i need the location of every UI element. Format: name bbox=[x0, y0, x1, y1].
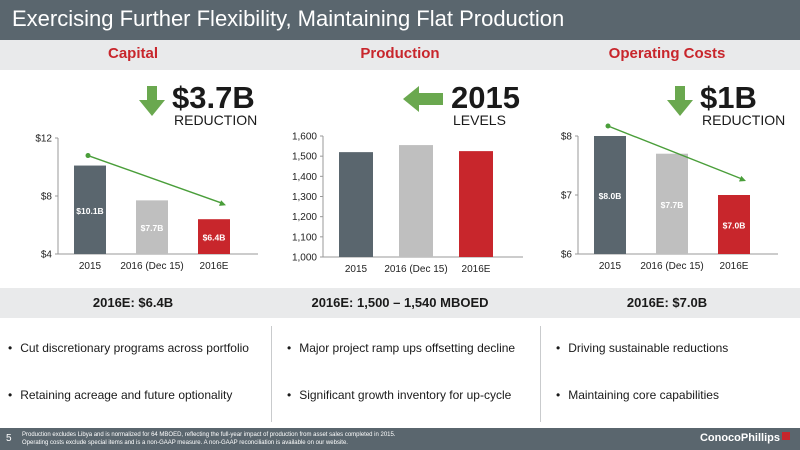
trend-start-dot bbox=[85, 153, 91, 159]
data-label: $7.0B bbox=[723, 221, 746, 231]
list-item: • Significant growth inventory for up-cyc… bbox=[287, 388, 512, 402]
y-tick-label: $7 bbox=[561, 191, 573, 202]
operating-costs-chart: $6 $7 $8 2015 $8.0B 2016 (Dec 15) $7.7B 2016E $7… bbox=[561, 86, 778, 272]
arrow-shaft bbox=[675, 86, 685, 102]
production-levels-label: LEVELS bbox=[453, 112, 506, 128]
column-divider bbox=[271, 326, 272, 422]
opex-reduction-value: $1B bbox=[700, 80, 757, 115]
y-tick-label: $8 bbox=[41, 192, 53, 203]
data-label: $8.0B bbox=[599, 191, 622, 201]
y-tick-label: 1,600 bbox=[292, 132, 317, 143]
x-tick-label: 2016E bbox=[462, 264, 491, 275]
bar bbox=[718, 195, 750, 254]
trend-line bbox=[87, 154, 223, 204]
production-heading: Production bbox=[360, 45, 440, 62]
y-tick-label: $8 bbox=[561, 132, 573, 143]
list-item: • Cut discretionary programs across portf… bbox=[8, 341, 249, 355]
x-tick-label: 2016 (Dec 15) bbox=[384, 264, 447, 275]
bar bbox=[74, 165, 106, 254]
opex-reduction-label: REDUCTION bbox=[702, 112, 786, 128]
arrow-head bbox=[667, 100, 693, 116]
title-bar: Exercising Further Flexibility, Maintain… bbox=[0, 0, 800, 40]
footer: 5 Production excludes Libya and is norma… bbox=[0, 428, 800, 450]
list-item: • Maintaining core capabilities bbox=[556, 388, 719, 402]
opex-summary: 2016E: $7.0B bbox=[626, 295, 708, 310]
x-tick-label: 2015 bbox=[599, 261, 622, 272]
trend-arrowhead bbox=[739, 175, 746, 182]
production-chart: 1,000 1,100 1,200 1,300 1,400 1,500 1,600 2015 2… bbox=[292, 86, 523, 275]
capital-panel: $4 $8 $12 2015 $10.1B 2016 (Dec 15) $7.7B 2016E… bbox=[0, 72, 266, 284]
page-title: Exercising Further Flexibility, Maintain… bbox=[12, 6, 565, 31]
data-label: $6.4B bbox=[203, 233, 226, 243]
capital-reduction-value: $3.7B bbox=[172, 80, 255, 115]
bar bbox=[399, 145, 433, 257]
bar bbox=[198, 219, 230, 254]
x-tick-label: 2015 bbox=[345, 264, 368, 275]
conocophillips-logo: ConocoPhillips bbox=[700, 432, 790, 444]
list-item: • Major project ramp ups offsetting decli… bbox=[287, 341, 516, 355]
capital-summary: 2016E: $6.4B bbox=[92, 295, 174, 310]
bar bbox=[339, 152, 373, 257]
x-tick-label: 2015 bbox=[79, 261, 102, 272]
arrow-head bbox=[139, 100, 165, 116]
y-tick-label: 1,000 bbox=[292, 253, 317, 264]
y-tick-label: $4 bbox=[41, 250, 53, 261]
x-tick-label: 2016 (Dec 15) bbox=[120, 261, 183, 272]
section-headings-bar: Capital Production Operating Costs bbox=[0, 40, 800, 70]
logo-mark-icon bbox=[782, 432, 790, 440]
data-label: $7.7B bbox=[661, 200, 684, 210]
data-label: $7.7B bbox=[141, 223, 164, 233]
production-levels-value: 2015 bbox=[451, 80, 520, 115]
y-tick-label: 1,400 bbox=[292, 172, 317, 183]
left-arrow-icon bbox=[403, 86, 443, 112]
y-tick-label: 1,100 bbox=[292, 232, 317, 243]
arrow-shaft bbox=[417, 93, 443, 105]
trend-line bbox=[607, 125, 743, 180]
down-arrow-icon bbox=[667, 86, 693, 116]
data-label: $10.1B bbox=[76, 206, 103, 216]
production-panel: 1,000 1,100 1,200 1,300 1,400 1,500 1,600 2015 2… bbox=[267, 72, 533, 284]
bar bbox=[656, 153, 688, 254]
list-item: • Driving sustainable reductions bbox=[556, 341, 729, 355]
bar bbox=[594, 136, 626, 254]
capital-heading: Capital bbox=[107, 45, 158, 62]
operating-costs-heading: Operating Costs bbox=[608, 45, 726, 62]
trend-arrowhead bbox=[219, 200, 226, 206]
bar bbox=[459, 151, 493, 257]
y-tick-label: 1,300 bbox=[292, 192, 317, 203]
trend-start-dot bbox=[605, 123, 611, 129]
column-divider bbox=[540, 326, 541, 422]
list-item: • Retaining acreage and future optionalit… bbox=[8, 388, 233, 402]
x-tick-label: 2016E bbox=[200, 261, 229, 272]
operating-costs-panel: $6 $7 $8 2015 $8.0B 2016 (Dec 15) $7.7B 2016E $7… bbox=[534, 72, 800, 284]
y-tick-label: 1,500 bbox=[292, 152, 317, 163]
x-tick-label: 2016E bbox=[720, 261, 749, 272]
production-summary: 2016E: 1,500 – 1,540 MBOED bbox=[311, 295, 489, 310]
summary-bar: 2016E: $6.4B 2016E: 1,500 – 1,540 MBOED … bbox=[0, 288, 800, 318]
capital-reduction-label: REDUCTION bbox=[174, 112, 258, 128]
page-number: 5 bbox=[6, 433, 12, 444]
bar bbox=[136, 200, 168, 254]
arrow-shaft bbox=[147, 86, 157, 102]
y-tick-label: $12 bbox=[35, 134, 52, 145]
y-tick-label: 1,200 bbox=[292, 212, 317, 223]
down-arrow-icon bbox=[139, 86, 165, 116]
y-tick-label: $6 bbox=[561, 250, 573, 261]
x-tick-label: 2016 (Dec 15) bbox=[640, 261, 703, 272]
footnote: Production excludes Libya and is normali… bbox=[22, 432, 396, 446]
capital-chart: $4 $8 $12 2015 $10.1B 2016 (Dec 15) $7.7B 2016E… bbox=[35, 86, 258, 272]
arrow-head bbox=[403, 86, 419, 112]
